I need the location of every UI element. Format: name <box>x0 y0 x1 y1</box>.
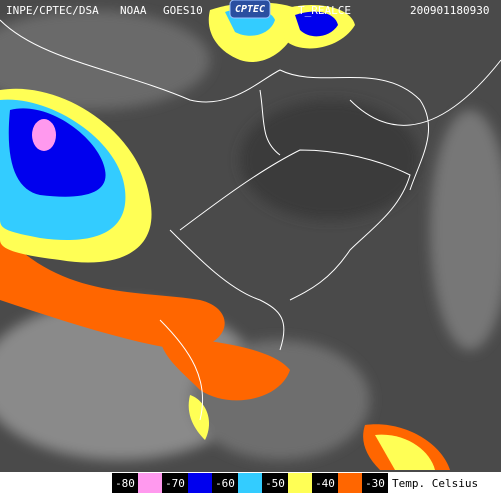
legend-swatch <box>288 473 312 493</box>
legend-label-box <box>212 473 238 493</box>
legend-label: -70 <box>165 477 185 490</box>
legend-label: -50 <box>265 477 285 490</box>
legend-label-box <box>362 473 388 493</box>
header: INPE/CPTEC/DSA NOAA GOES10 CPTEC T_REALC… <box>6 0 489 19</box>
legend-label: -30 <box>365 477 385 490</box>
header-source: NOAA <box>120 4 147 17</box>
header-timestamp: 200901180930 <box>410 4 489 17</box>
political-borders <box>0 19 501 421</box>
cold-cloud-tops <box>0 2 450 470</box>
legend-swatch <box>188 473 212 493</box>
logo: CPTEC <box>235 4 265 15</box>
legend: -80 -70 -60 -50 -40 -30 Temp. Celsius <box>112 473 478 493</box>
header-satellite: GOES10 <box>163 4 203 17</box>
legend-label-box <box>162 473 188 493</box>
header-agency: INPE/CPTEC/DSA <box>6 4 99 17</box>
legend-swatch <box>138 473 162 493</box>
legend-label: -80 <box>115 477 135 490</box>
legend-swatch <box>338 473 362 493</box>
legend-unit: Temp. Celsius <box>392 477 478 490</box>
legend-label-box <box>112 473 138 493</box>
legend-label: -60 <box>215 477 235 490</box>
header-product: T_REALCE <box>298 4 351 17</box>
legend-label-box <box>262 473 288 493</box>
legend-label-box <box>312 473 338 493</box>
legend-label: -40 <box>315 477 335 490</box>
logo-box <box>229 0 271 19</box>
legend-swatch <box>238 473 262 493</box>
